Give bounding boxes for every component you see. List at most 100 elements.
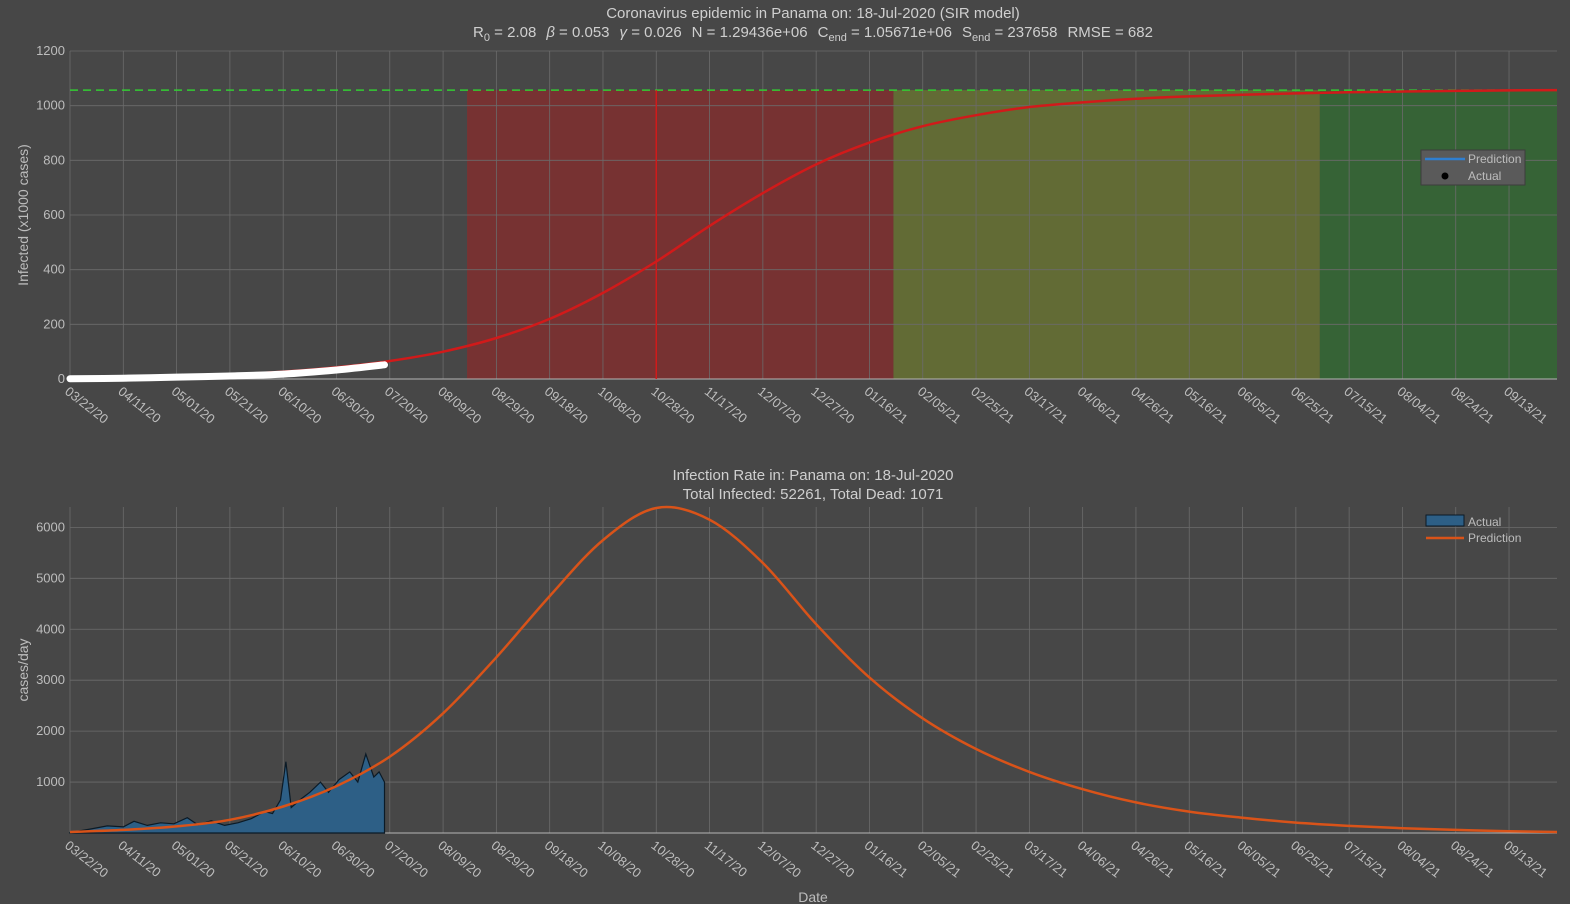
y-tick-label: 4000 bbox=[36, 621, 65, 636]
y-tick-label: 5000 bbox=[36, 570, 65, 585]
x-tick-label: 08/09/20 bbox=[435, 384, 484, 427]
param-value: = 0.053 bbox=[555, 24, 610, 41]
x-tick-label: 07/15/21 bbox=[1341, 838, 1390, 881]
phase-region bbox=[467, 90, 894, 379]
x-tick-label: 05/21/20 bbox=[222, 384, 271, 427]
param-symbol: C bbox=[818, 24, 829, 41]
param-value: = 682 bbox=[1111, 24, 1153, 41]
chart1-ylabel: Infected (x1000 cases) bbox=[15, 144, 31, 286]
x-tick-label: 06/10/20 bbox=[275, 838, 324, 881]
chart2-ylabel: cases/day bbox=[15, 638, 31, 701]
x-tick-label: 09/18/20 bbox=[542, 838, 591, 881]
x-tick-label: 08/04/21 bbox=[1395, 384, 1444, 427]
legend-actual-label: Actual bbox=[1468, 169, 1501, 183]
y-tick-label: 1200 bbox=[36, 43, 65, 58]
x-tick-label: 11/17/20 bbox=[702, 838, 750, 880]
x-tick-label: 04/26/21 bbox=[1128, 384, 1177, 427]
x-tick-label: 03/22/20 bbox=[62, 384, 111, 427]
x-tick-label: 09/18/20 bbox=[542, 384, 591, 427]
y-tick-label: 2000 bbox=[36, 723, 65, 738]
x-tick-label: 05/21/20 bbox=[222, 838, 271, 881]
x-tick-label: 06/10/20 bbox=[275, 384, 324, 427]
x-tick-label: 10/28/20 bbox=[648, 838, 697, 881]
y-tick-label: 600 bbox=[43, 207, 65, 222]
x-tick-label: 06/25/21 bbox=[1288, 838, 1337, 881]
y-tick-label: 0 bbox=[58, 371, 65, 386]
param-subscript: end bbox=[972, 32, 990, 44]
x-tick-label: 10/08/20 bbox=[595, 838, 644, 881]
x-tick-label: 07/20/20 bbox=[382, 838, 431, 881]
actual-area bbox=[69, 752, 386, 834]
x-tick-label: 02/05/21 bbox=[915, 384, 964, 427]
infection-rate-chart: 03/22/20 04/11/20 05/01/20 05/21/20 06/10/20… bbox=[36, 505, 1558, 881]
legend-prediction-label: Prediction bbox=[1468, 531, 1521, 545]
prediction-curve bbox=[69, 505, 1558, 834]
x-tick-label: 03/17/21 bbox=[1022, 384, 1071, 427]
x-tick-label: 09/13/21 bbox=[1501, 838, 1550, 881]
infected-chart: 03/22/20 04/11/20 05/01/20 05/21/20 06/10/20… bbox=[36, 43, 1558, 427]
param-symbol: N bbox=[692, 24, 703, 41]
x-tick-label: 12/07/20 bbox=[755, 384, 804, 427]
param-symbol: RMSE bbox=[1067, 24, 1110, 41]
param-value: = 2.08 bbox=[490, 24, 536, 41]
y-tick-label: 800 bbox=[43, 152, 65, 167]
x-tick-label: 10/08/20 bbox=[595, 384, 644, 427]
param-symbol: γ bbox=[620, 24, 629, 41]
x-tick-label: 08/29/20 bbox=[489, 384, 538, 427]
x-tick-label: 05/16/21 bbox=[1181, 384, 1230, 427]
param-value: = 1.29436e+06 bbox=[703, 24, 808, 41]
legend-box bbox=[1420, 149, 1526, 186]
chart1-title: Coronavirus epidemic in Panama on: 18-Ju… bbox=[606, 5, 1020, 22]
x-tick-label: 11/17/20 bbox=[702, 384, 750, 426]
legend-actual-swatch bbox=[1425, 514, 1465, 527]
param-value: = 1.05671e+06 bbox=[847, 24, 952, 41]
x-tick-label: 08/24/21 bbox=[1448, 384, 1497, 427]
x-tick-label: 03/22/20 bbox=[62, 838, 111, 881]
param-subscript: 0 bbox=[484, 32, 490, 44]
x-tick-label: 08/29/20 bbox=[489, 838, 538, 881]
y-tick-label: 3000 bbox=[36, 672, 65, 687]
x-tick-label: 10/28/20 bbox=[648, 384, 697, 427]
x-tick-label: 06/30/20 bbox=[329, 838, 378, 881]
phase-region bbox=[893, 90, 1320, 379]
y-tick-label: 1000 bbox=[36, 774, 65, 789]
x-tick-label: 05/01/20 bbox=[169, 838, 218, 881]
x-tick-label: 01/16/21 bbox=[862, 838, 911, 881]
param-value: = 237658 bbox=[990, 24, 1057, 41]
x-tick-label: 02/05/21 bbox=[915, 838, 964, 881]
x-tick-label: 05/01/20 bbox=[169, 384, 218, 427]
actual-series-line bbox=[66, 361, 388, 383]
x-tick-label: 06/05/21 bbox=[1235, 838, 1284, 881]
x-tick-label: 09/13/21 bbox=[1501, 384, 1550, 427]
x-tick-label: 07/15/21 bbox=[1341, 384, 1390, 427]
x-tick-label: 04/26/21 bbox=[1128, 838, 1177, 881]
x-tick-label: 01/16/21 bbox=[862, 384, 911, 427]
x-tick-label: 06/05/21 bbox=[1235, 384, 1284, 427]
param-symbol: R bbox=[473, 24, 484, 41]
chart1-params: R0 = 2.08 β = 0.053 γ = 0.026 N = 1.29436e+… bbox=[473, 24, 1153, 44]
param-symbol: β bbox=[545, 24, 555, 41]
chart2-subtitle: Total Infected: 52261, Total Dead: 1071 bbox=[683, 486, 944, 503]
x-tick-label: 04/06/21 bbox=[1075, 838, 1124, 881]
x-tick-label: 06/25/21 bbox=[1288, 384, 1337, 427]
x-tick-label: 03/17/21 bbox=[1022, 838, 1071, 881]
legend-prediction-label: Prediction bbox=[1468, 152, 1521, 166]
x-tick-label: 02/25/21 bbox=[968, 384, 1017, 427]
x-tick-label: 04/11/20 bbox=[115, 384, 163, 426]
y-tick-label: 1000 bbox=[36, 98, 65, 113]
chart2-title: Infection Rate in: Panama on: 18-Jul-202… bbox=[672, 467, 953, 484]
param-symbol: S bbox=[962, 24, 972, 41]
x-tick-label: 07/20/20 bbox=[382, 384, 431, 427]
x-tick-label: 08/24/21 bbox=[1448, 838, 1497, 881]
x-tick-label: 12/07/20 bbox=[755, 838, 804, 881]
x-tick-label: 06/30/20 bbox=[329, 384, 378, 427]
x-tick-label: 08/09/20 bbox=[435, 838, 484, 881]
y-tick-label: 400 bbox=[43, 262, 65, 277]
chart2-xlabel: Date bbox=[798, 889, 828, 904]
legend-actual-swatch bbox=[1441, 172, 1449, 180]
x-tick-label: 04/06/21 bbox=[1075, 384, 1124, 427]
chart2-legend: Actual Prediction bbox=[1425, 514, 1521, 545]
legend-actual-label: Actual bbox=[1468, 515, 1501, 529]
chart1-legend: Prediction Actual bbox=[1420, 149, 1526, 186]
